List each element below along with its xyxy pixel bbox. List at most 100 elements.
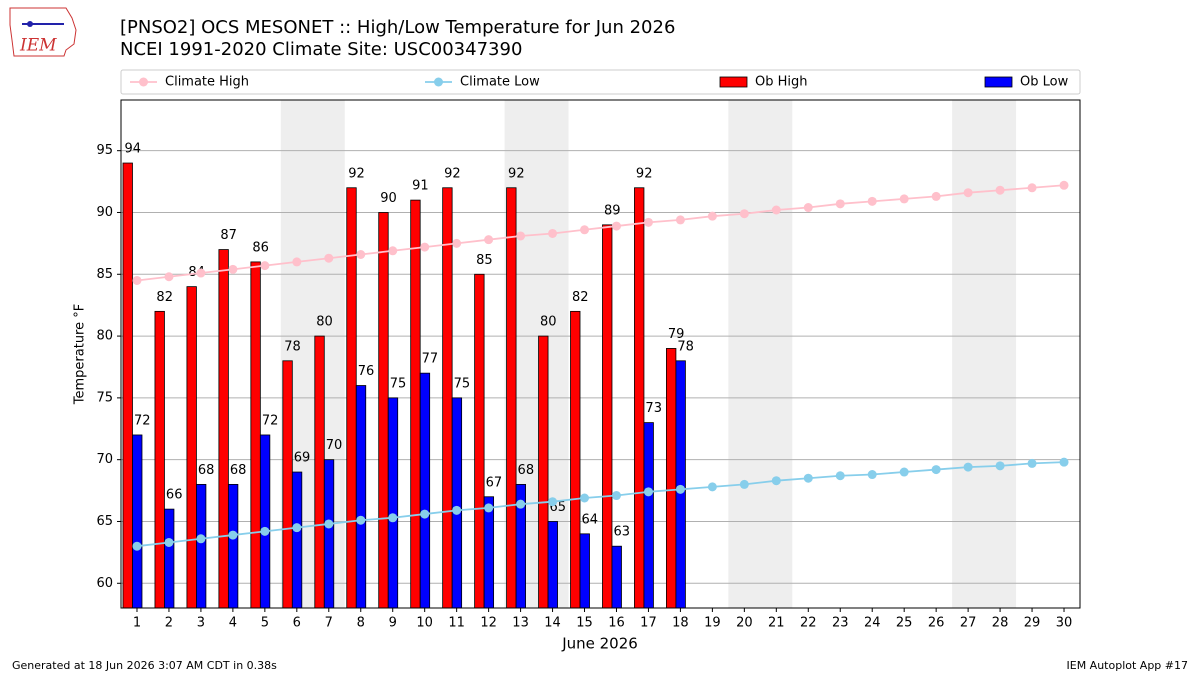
point [452, 505, 462, 515]
data-label: 85 [476, 253, 493, 268]
bar [506, 187, 517, 609]
point [963, 462, 973, 472]
point [484, 503, 494, 513]
bar [378, 212, 389, 609]
footer-right: IEM Autoplot App #17 [1067, 659, 1189, 672]
weekend-shade [952, 100, 1017, 608]
point [228, 264, 238, 274]
x-tick-label: 12 [480, 616, 497, 631]
point [132, 275, 142, 285]
point [484, 235, 494, 245]
point [995, 185, 1005, 195]
x-tick-label: 26 [928, 616, 945, 631]
point [899, 467, 909, 477]
bar [611, 545, 622, 609]
bar [643, 422, 654, 609]
chart-subtitle: NCEI 1991-2020 Climate Site: USC00347390 [120, 39, 522, 60]
data-label: 67 [486, 475, 503, 490]
x-tick-label: 2 [165, 616, 173, 631]
point [899, 194, 909, 204]
y-tick-label: 90 [96, 205, 113, 220]
point [1059, 457, 1069, 467]
point [196, 268, 206, 278]
x-tick-label: 17 [640, 616, 657, 631]
point [835, 199, 845, 209]
bar [442, 187, 453, 609]
x-tick-label: 11 [448, 616, 465, 631]
point [1027, 183, 1037, 193]
legend-label: Ob Low [1020, 75, 1069, 90]
point [420, 242, 430, 252]
legend-label: Ob High [755, 75, 808, 90]
data-label: 82 [156, 290, 173, 305]
point [643, 217, 653, 227]
point [771, 205, 781, 215]
line [136, 184, 1065, 282]
data-label: 68 [198, 463, 215, 478]
x-tick-label: 25 [896, 616, 913, 631]
y-tick-label: 65 [96, 514, 113, 529]
point [452, 238, 462, 248]
y-tick-label: 70 [96, 452, 113, 467]
point [931, 191, 941, 201]
data-label: 75 [390, 376, 407, 391]
x-axis-label: June 2026 [561, 635, 638, 653]
line [136, 461, 1065, 548]
x-tick-label: 24 [864, 616, 881, 631]
point [164, 537, 174, 547]
point [260, 526, 270, 536]
point [548, 228, 558, 238]
point [867, 470, 877, 480]
data-label: 91 [412, 179, 429, 194]
y-axis-label: Temperature °F [73, 304, 88, 405]
bar [675, 360, 686, 609]
bar [323, 459, 335, 609]
point [324, 253, 334, 263]
x-tick-label: 15 [576, 616, 593, 631]
data-label: 87 [220, 228, 237, 243]
data-label: 92 [508, 166, 525, 181]
point [1027, 458, 1037, 468]
point [516, 231, 526, 241]
point [356, 250, 366, 260]
bar [154, 310, 165, 609]
bar [547, 521, 558, 609]
point [420, 509, 430, 519]
x-tick-label: 27 [960, 616, 977, 631]
data-label: 66 [166, 488, 183, 503]
data-label: 80 [316, 315, 333, 330]
data-label: 78 [677, 339, 694, 354]
data-label: 63 [613, 525, 630, 540]
point [803, 473, 813, 483]
data-label: 92 [348, 166, 365, 181]
point [164, 272, 174, 282]
x-tick-label: 16 [608, 616, 625, 631]
data-label: 78 [284, 339, 301, 354]
logo-text: IEM [19, 36, 57, 56]
point [611, 491, 621, 501]
point [260, 261, 270, 271]
point [931, 465, 941, 475]
bar [483, 496, 495, 609]
point [356, 515, 366, 525]
point [324, 519, 334, 529]
x-tick-label: 9 [389, 616, 397, 631]
x-tick-label: 4 [229, 616, 237, 631]
point [739, 479, 749, 489]
bar [282, 360, 293, 609]
bar [346, 187, 357, 609]
y-tick-label: 95 [96, 143, 113, 158]
y-tick-label: 75 [96, 390, 113, 405]
x-tick-label: 5 [261, 616, 269, 631]
bar [410, 199, 421, 609]
x-tick-label: 21 [768, 616, 785, 631]
point [707, 482, 717, 492]
data-label: 94 [124, 142, 141, 157]
x-tick-label: 23 [832, 616, 849, 631]
point [388, 246, 398, 256]
x-tick-label: 7 [325, 616, 333, 631]
data-label: 75 [454, 376, 471, 391]
data-label: 92 [444, 166, 461, 181]
data-label: 72 [262, 413, 279, 428]
